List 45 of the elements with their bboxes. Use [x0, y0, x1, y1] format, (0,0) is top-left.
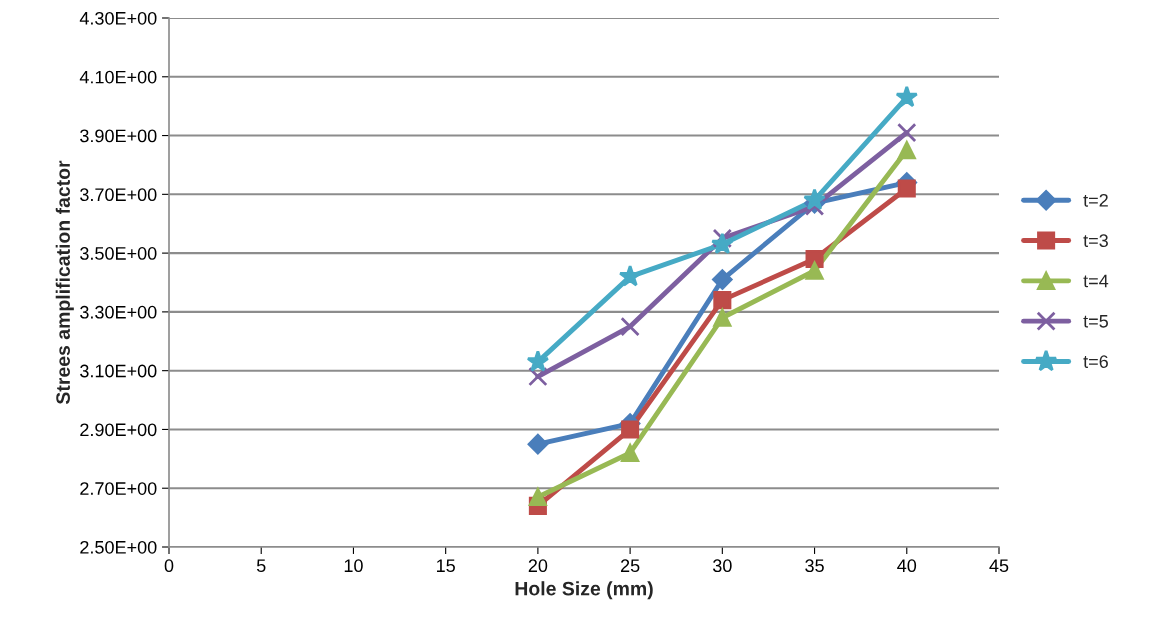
- point: [713, 291, 732, 310]
- point: [621, 420, 640, 439]
- point: [712, 228, 733, 249]
- point: [618, 264, 642, 287]
- x-tick-label: 20: [528, 559, 548, 573]
- x-axis-title: Hole Size (mm): [515, 581, 653, 600]
- point: [527, 433, 549, 455]
- legend-label: t=6: [1083, 355, 1108, 368]
- point: [897, 122, 917, 143]
- point: [621, 443, 640, 462]
- x-tick-label: 40: [897, 559, 917, 573]
- point: [528, 488, 547, 507]
- point: [712, 269, 733, 290]
- x-tick-label: 0: [164, 559, 174, 573]
- point: [897, 141, 916, 160]
- point: [713, 308, 732, 327]
- y-tick-label: 3.10E+00: [80, 364, 157, 378]
- x-tick-label: 30: [712, 559, 732, 573]
- legend-label: t=2: [1083, 193, 1108, 207]
- y-axis-title: Strees amplification factor: [55, 160, 74, 405]
- point: [895, 85, 919, 108]
- point: [526, 350, 550, 372]
- x-tick-label: 35: [805, 559, 824, 573]
- y-tick-label: 3.90E+00: [80, 129, 157, 143]
- point: [620, 316, 640, 337]
- point: [711, 232, 734, 255]
- x-tick-label: 10: [344, 559, 363, 573]
- point: [528, 366, 548, 387]
- y-tick-label: 2.50E+00: [80, 540, 157, 554]
- y-tick-label: 2.70E+00: [80, 482, 157, 495]
- point: [897, 179, 916, 198]
- legend-label: t=4: [1083, 274, 1109, 288]
- y-tick-label: 3.30E+00: [80, 305, 157, 319]
- x-tick-label: 5: [256, 559, 266, 573]
- legend-label: t=3: [1083, 234, 1108, 248]
- x-tick-label: 45: [989, 559, 1009, 573]
- y-tick-label: 4.30E+00: [79, 11, 157, 25]
- x-tick-label: 15: [437, 559, 455, 573]
- y-tick-label: 3.70E+00: [80, 188, 157, 202]
- y-tick-label: 4.10E+00: [79, 70, 157, 84]
- y-tick-label: 2.90E+00: [80, 423, 157, 437]
- legend-label: t=5: [1083, 315, 1108, 328]
- y-tick-label: 3.50E+00: [80, 247, 157, 260]
- point: [805, 261, 824, 280]
- x-tick-label: 25: [620, 559, 640, 573]
